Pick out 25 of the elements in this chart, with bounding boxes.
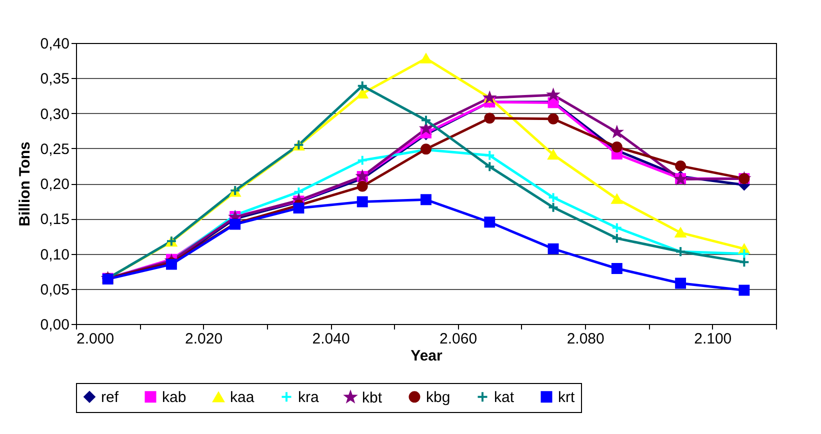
y-tick-label: 0,00 — [40, 316, 70, 334]
x-tick-label: 2.000 — [76, 330, 114, 348]
legend-label: kaa — [230, 389, 255, 406]
y-tick-label: 0,05 — [40, 281, 70, 298]
legend-label: ref — [101, 388, 120, 406]
x-tick-label: 2.040 — [312, 330, 350, 348]
legend-label: krt — [558, 388, 576, 406]
x-tick-label: 2.080 — [566, 330, 604, 348]
y-tick-label: 0,40 — [40, 36, 70, 52]
legend-label: kat — [494, 388, 515, 406]
x-axis-title: Year — [410, 348, 443, 364]
y-tick-label: 0,10 — [40, 246, 70, 264]
y-tick-label: 0,30 — [40, 106, 70, 123]
legend-label: kbt — [362, 389, 383, 406]
y-tick-label: 0,20 — [40, 176, 70, 193]
x-tick-label: 2.060 — [440, 330, 478, 348]
legend-label: kab — [162, 388, 186, 406]
x-tick-label: 2.100 — [694, 330, 732, 348]
legend-label: kbg — [426, 388, 450, 406]
y-tick-label: 0,25 — [40, 140, 70, 158]
y-axis-title: Billion Tons — [16, 142, 34, 226]
legend-label: kra — [298, 388, 320, 406]
y-tick-label: 0,35 — [40, 70, 70, 88]
y-tick-label: 0,15 — [40, 211, 70, 228]
x-tick-label: 2.020 — [185, 330, 223, 348]
